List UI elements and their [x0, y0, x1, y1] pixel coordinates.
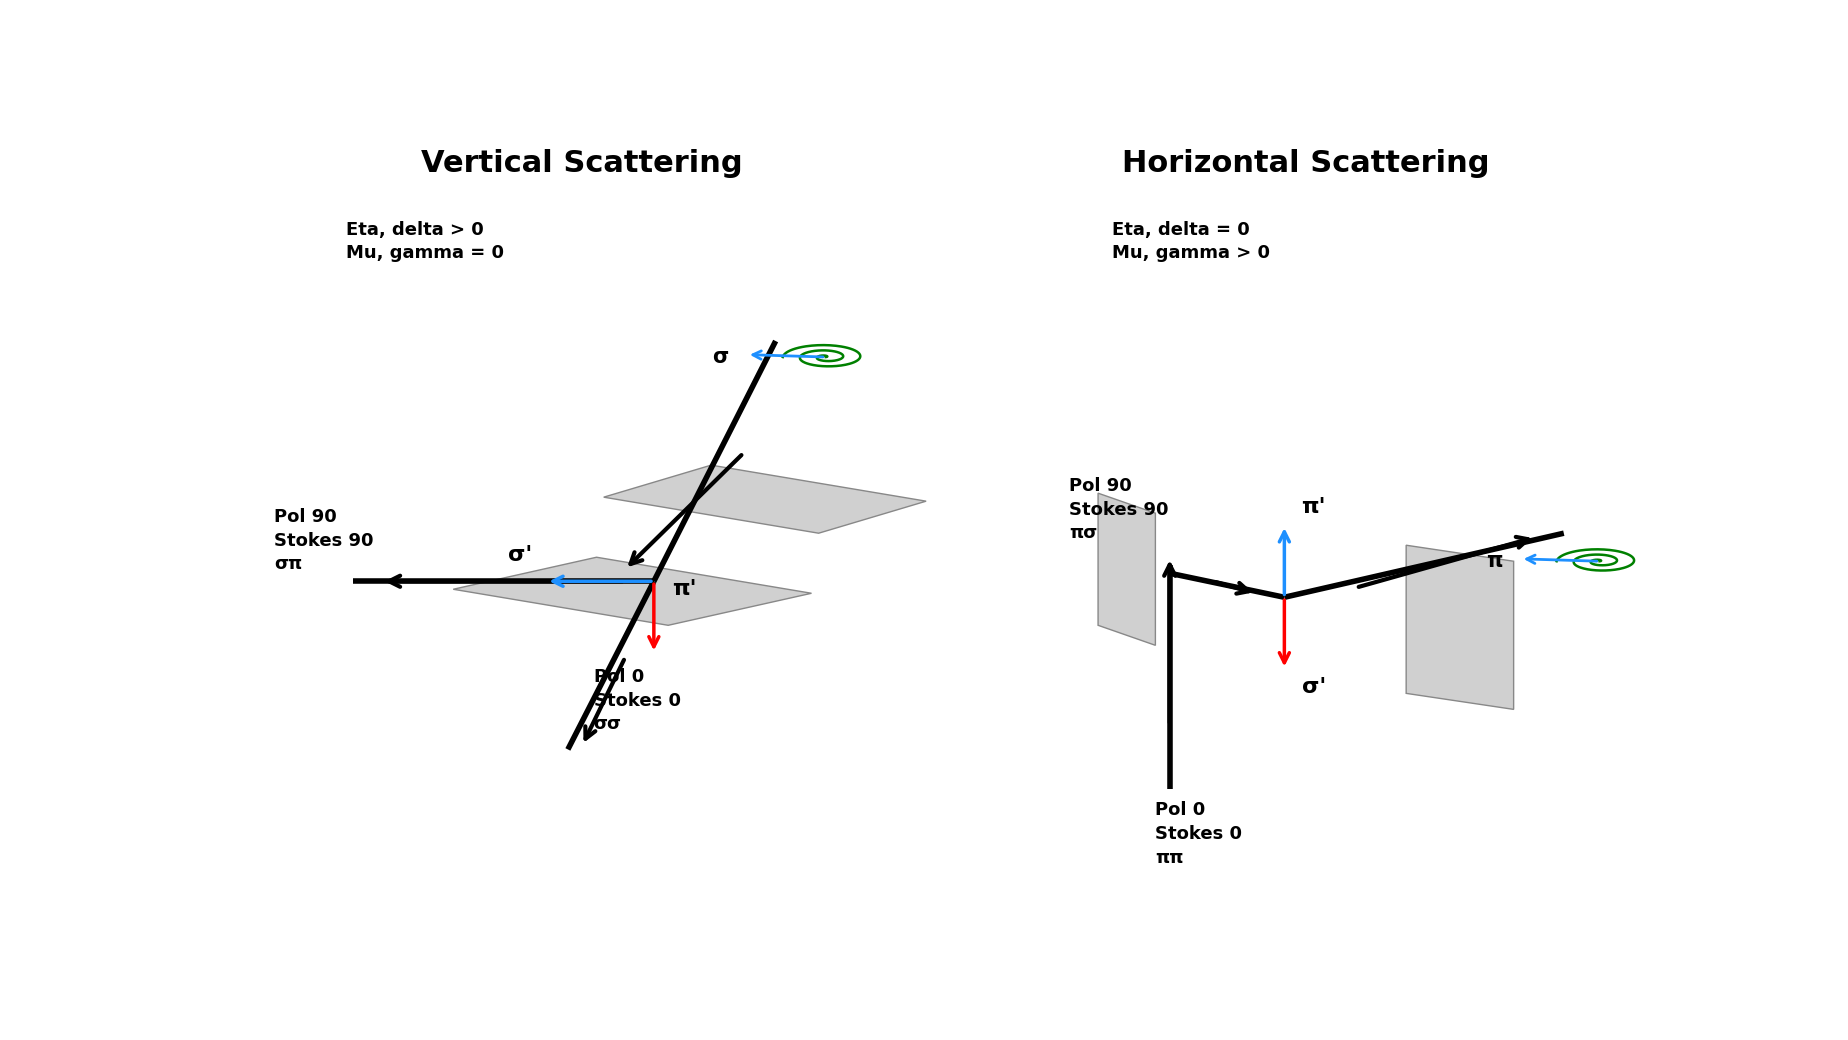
Text: σ: σ: [711, 347, 728, 367]
Text: Pol 90
Stokes 90
σπ: Pol 90 Stokes 90 σπ: [274, 509, 373, 573]
Text: π: π: [1486, 551, 1501, 571]
Polygon shape: [1404, 545, 1514, 709]
Text: π': π': [1301, 497, 1325, 517]
Text: σ': σ': [1301, 677, 1325, 698]
Text: Pol 0
Stokes 0
ππ: Pol 0 Stokes 0 ππ: [1155, 802, 1242, 866]
Polygon shape: [1098, 493, 1155, 645]
Text: Horizontal Scattering: Horizontal Scattering: [1122, 149, 1489, 178]
Polygon shape: [453, 557, 811, 625]
Polygon shape: [602, 465, 926, 534]
Text: Vertical Scattering: Vertical Scattering: [421, 149, 743, 178]
Text: Pol 0
Stokes 0
σσ: Pol 0 Stokes 0 σσ: [593, 669, 680, 733]
Text: Eta, delta = 0
Mu, gamma > 0: Eta, delta = 0 Mu, gamma > 0: [1112, 220, 1270, 262]
Text: Pol 90
Stokes 90
πσ: Pol 90 Stokes 90 πσ: [1068, 477, 1168, 542]
Text: π': π': [673, 579, 697, 599]
Text: σ': σ': [508, 545, 532, 566]
Text: Eta, delta > 0
Mu, gamma = 0: Eta, delta > 0 Mu, gamma = 0: [346, 220, 503, 262]
